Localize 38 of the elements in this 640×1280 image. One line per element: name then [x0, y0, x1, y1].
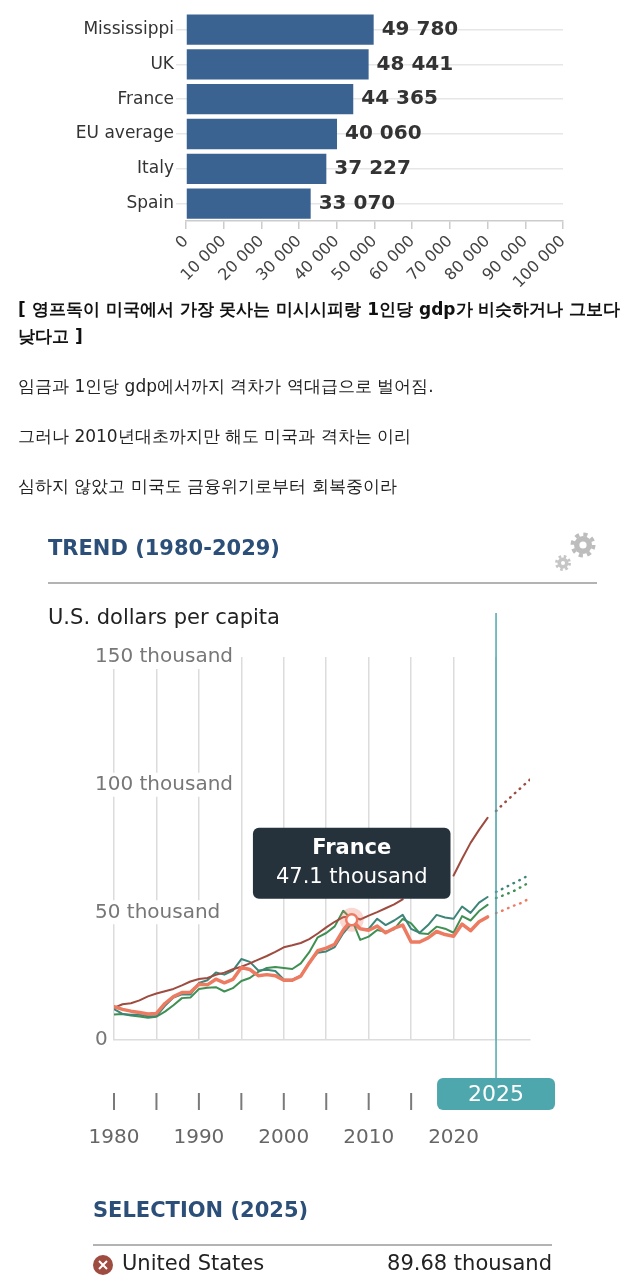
line-series [494, 873, 530, 894]
legend-title: SELECTION (2025) [93, 1198, 309, 1223]
y-tick-label: Spain [126, 192, 174, 213]
annotation: 47.1 thousand [275, 864, 428, 889]
y-tick-label: Mississippi [83, 18, 174, 39]
line-series [494, 880, 530, 900]
y-tick-label: 50 thousand [95, 898, 221, 923]
y-tick-label: France [117, 87, 174, 108]
text: 심하지 않았고 미국도 금융위기로부터 회복중이라 [18, 475, 398, 498]
text: 그러나 2010년대초까지만 해도 미국과 격차는 이리 [18, 425, 413, 448]
y-tick-label: 150 thousand [95, 643, 234, 668]
x-tick-label: 1990 [173, 1124, 225, 1149]
text: 89.68 thousand [387, 1251, 552, 1276]
data-label: 33 070 [318, 189, 396, 214]
ref-line-label: 2025 [468, 1080, 525, 1106]
y-tick-label: UK [150, 52, 175, 73]
x-tick-label: 2010 [343, 1124, 395, 1149]
data-label: 40 060 [345, 120, 422, 145]
x-tick-label: 2000 [258, 1124, 310, 1149]
data-label: 44 365 [361, 85, 438, 110]
y-tick-label: EU average [75, 122, 174, 143]
data-label: 49 780 [381, 15, 459, 40]
line-series [494, 778, 530, 813]
x-tick-label: 2020 [428, 1124, 480, 1149]
y-tick-label: 100 thousand [95, 770, 234, 795]
y-tick-label: 0 [95, 1026, 108, 1051]
x-tick-label: 1980 [88, 1124, 140, 1149]
data-label: 48 441 [376, 50, 454, 75]
text: 임금과 1인당 gdp에서까지 격차가 역대급으로 벌어짐. [18, 375, 435, 398]
chart-title: TREND (1980-2029) [48, 536, 280, 561]
data-label: 37 227 [334, 155, 411, 179]
y-axis-title: U.S. dollars per capita [48, 605, 280, 630]
annotation: France [312, 835, 392, 860]
legend-label: United States [122, 1251, 265, 1276]
line-series [494, 896, 530, 915]
text: [ 영프독이 미국에서 가장 못사는 미시시피랑 1인당 gdp가 비슷하거나 그보다 낮다고 ] [18, 298, 622, 348]
y-tick-label: Italy [137, 157, 174, 178]
x-tick-label: 0 [171, 231, 192, 252]
